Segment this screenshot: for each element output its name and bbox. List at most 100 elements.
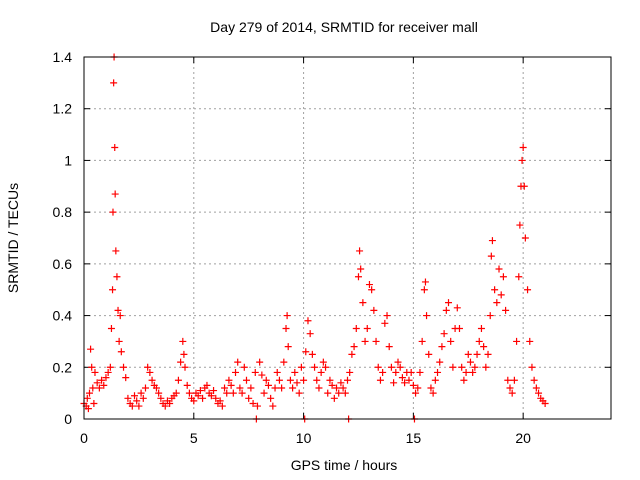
x-tick-label: 5 bbox=[190, 430, 198, 446]
data-point bbox=[227, 381, 235, 389]
data-point bbox=[216, 397, 224, 405]
data-point bbox=[508, 389, 516, 397]
data-point bbox=[363, 325, 371, 332]
data-point bbox=[91, 368, 99, 376]
data-point bbox=[436, 358, 444, 366]
y-tick-label: 0.4 bbox=[53, 308, 73, 324]
y-tick-label: 0.2 bbox=[53, 359, 73, 375]
data-point bbox=[232, 368, 240, 376]
data-point bbox=[181, 363, 189, 371]
data-point bbox=[513, 337, 521, 345]
data-point bbox=[180, 350, 188, 358]
data-point bbox=[365, 281, 373, 289]
data-point bbox=[199, 394, 207, 402]
data-point bbox=[359, 299, 367, 307]
data-point bbox=[93, 379, 101, 387]
data-point bbox=[526, 337, 534, 345]
data-point bbox=[185, 389, 193, 397]
data-point bbox=[260, 389, 268, 397]
data-point bbox=[423, 312, 431, 320]
data-point bbox=[258, 371, 266, 379]
data-point bbox=[88, 363, 96, 371]
data-point bbox=[425, 350, 433, 358]
data-point bbox=[207, 392, 215, 400]
data-point bbox=[374, 363, 382, 371]
data-point bbox=[133, 397, 141, 405]
data-point bbox=[328, 381, 336, 389]
data-point bbox=[161, 402, 169, 410]
x-tick-labels: 0 5 10 15 20 bbox=[80, 430, 531, 446]
data-point bbox=[510, 376, 518, 384]
data-point bbox=[203, 381, 211, 389]
data-point bbox=[460, 376, 468, 384]
data-point bbox=[434, 368, 442, 376]
data-point bbox=[392, 368, 400, 376]
data-point bbox=[480, 343, 488, 351]
data-point bbox=[116, 312, 124, 320]
y-tick-label: 1.4 bbox=[53, 49, 73, 65]
data-point bbox=[297, 363, 305, 371]
data-point bbox=[438, 343, 446, 351]
data-point bbox=[107, 325, 115, 332]
data-point bbox=[128, 402, 136, 410]
data-point bbox=[317, 368, 325, 376]
data-point bbox=[381, 319, 389, 327]
data-point bbox=[412, 389, 420, 397]
data-point bbox=[350, 343, 358, 351]
data-point bbox=[210, 387, 218, 395]
data-point bbox=[218, 402, 226, 410]
data-point bbox=[541, 399, 549, 407]
data-point bbox=[286, 376, 294, 384]
data-point bbox=[111, 144, 119, 151]
data-point bbox=[289, 384, 297, 392]
data-point bbox=[284, 343, 292, 351]
data-point bbox=[267, 394, 275, 402]
y-tick-label: 0 bbox=[64, 411, 72, 427]
data-point bbox=[385, 343, 393, 351]
x-axis-label: GPS time / hours bbox=[291, 457, 398, 473]
data-point bbox=[114, 306, 122, 314]
data-point bbox=[249, 399, 257, 407]
data-point bbox=[335, 389, 343, 397]
data-point bbox=[383, 312, 391, 320]
data-point bbox=[190, 397, 198, 405]
data-point bbox=[247, 384, 255, 392]
data-point bbox=[372, 337, 380, 345]
data-point bbox=[519, 144, 527, 151]
data-point bbox=[532, 384, 540, 392]
data-point bbox=[368, 286, 376, 294]
data-point bbox=[122, 374, 130, 382]
data-point bbox=[487, 252, 495, 260]
data-point bbox=[515, 273, 523, 281]
data-point bbox=[236, 384, 244, 392]
data-point bbox=[148, 376, 156, 384]
data-point bbox=[238, 389, 246, 397]
data-point bbox=[311, 363, 319, 371]
y-tick-label: 1.2 bbox=[53, 101, 73, 117]
data-point bbox=[234, 358, 242, 366]
data-point bbox=[212, 394, 220, 402]
data-point bbox=[135, 402, 143, 410]
data-point bbox=[264, 381, 272, 389]
data-point bbox=[416, 368, 424, 376]
data-point bbox=[313, 376, 321, 384]
data-point bbox=[166, 399, 174, 407]
data-point bbox=[102, 374, 110, 382]
data-point bbox=[429, 389, 437, 397]
data-point bbox=[447, 337, 455, 345]
data-point bbox=[242, 376, 250, 384]
y-axis-label: SRMTID / TECUs bbox=[5, 183, 21, 293]
data-point bbox=[295, 389, 303, 397]
data-point bbox=[271, 384, 279, 392]
data-point bbox=[120, 363, 128, 371]
data-point bbox=[330, 394, 338, 402]
data-point bbox=[535, 389, 543, 397]
data-point bbox=[196, 387, 204, 395]
data-point bbox=[493, 299, 501, 307]
data-point bbox=[458, 363, 466, 371]
data-point bbox=[502, 306, 510, 314]
data-point bbox=[469, 368, 477, 376]
data-point bbox=[306, 330, 314, 338]
data-point bbox=[111, 190, 119, 198]
